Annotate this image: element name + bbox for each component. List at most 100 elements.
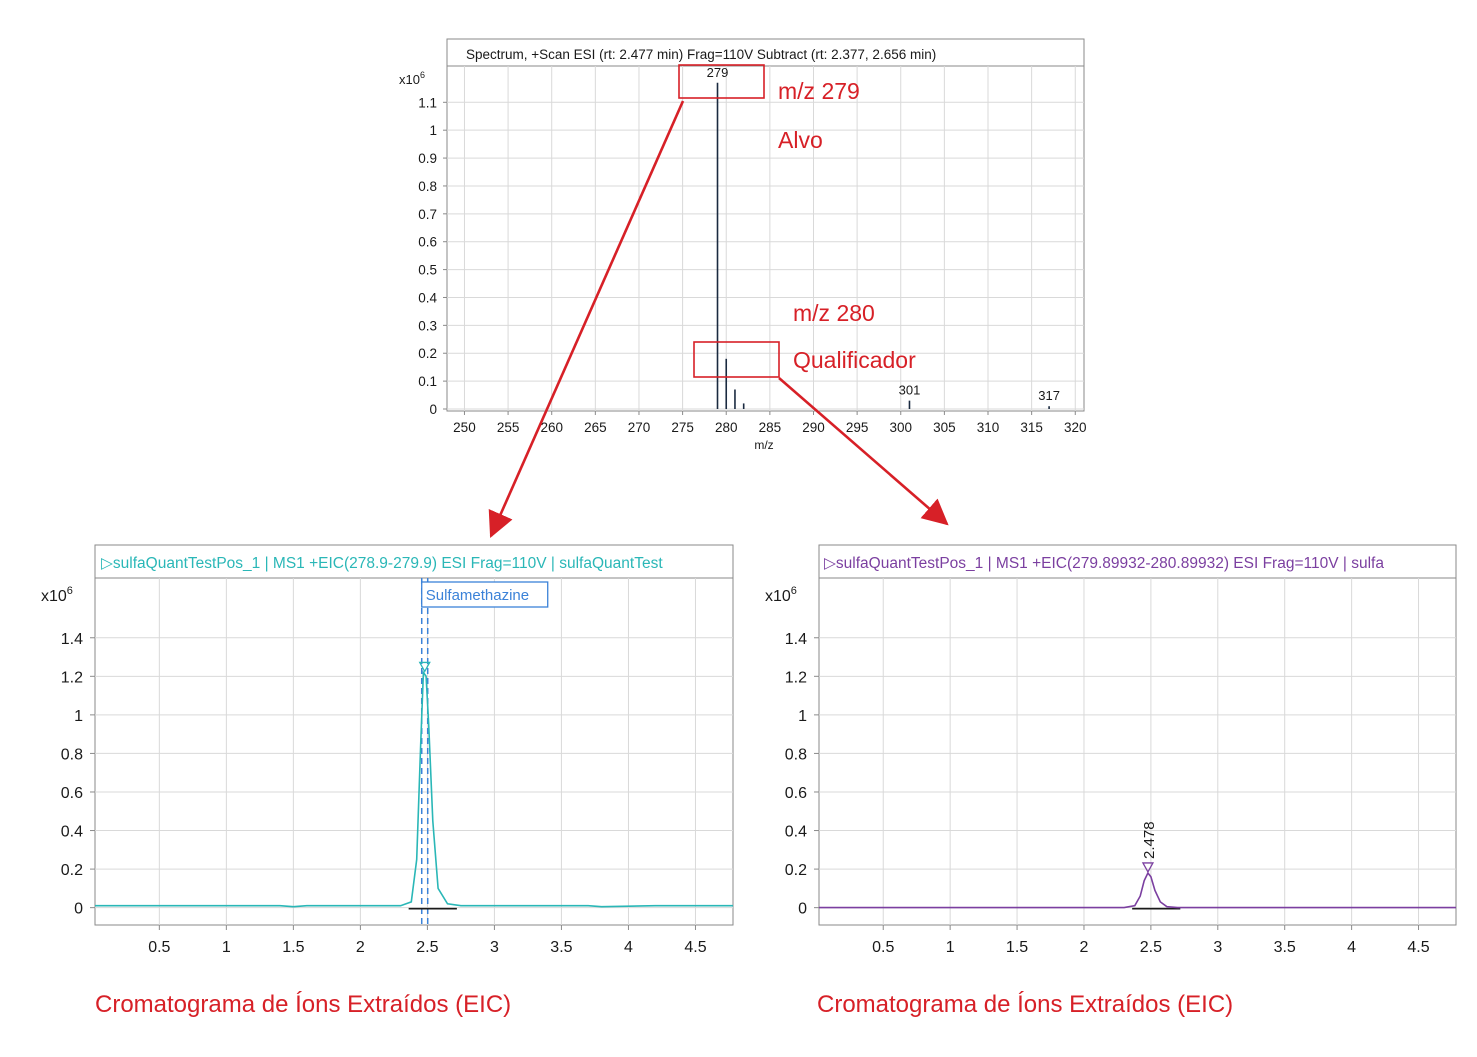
eic-qualifier-x-axis: 0.5 1 1.5 2 2.5 3 3.5 4 4.5 (872, 925, 1430, 956)
eic-qualifier-frame (818, 544, 1457, 926)
spectrum-y-tick-label: 0.8 (418, 179, 437, 194)
eic-target-x-tick-label: 1 (222, 939, 231, 956)
spectrum-y-tick-label: 0.3 (418, 318, 437, 333)
eic-target-x-tick-label: 2.5 (416, 939, 438, 956)
eic-qualifier-x-tick-label: 4 (1347, 939, 1356, 956)
spectrum-x-tick-label: 280 (715, 420, 738, 435)
eic-qualifier-x-tick-label: 0.5 (872, 939, 894, 956)
eic-target-y-tick-label: 0 (74, 901, 83, 918)
eic-qualifier-x-tick-label: 2.5 (1140, 939, 1162, 956)
eic-target-trace-line (95, 670, 733, 908)
eic-qualifier-x-tick-label: 1 (946, 939, 955, 956)
eic-target-rt-marker: Sulfamethazine (420, 578, 549, 925)
spectrum-y-tick-label: 0.2 (418, 346, 437, 361)
eic-target-y-tick-label: 0.4 (61, 824, 83, 841)
spectrum-y-tick-label: 0.6 (418, 235, 437, 250)
eic-target-apex-marker (418, 661, 431, 673)
eic-qualifier-x-tick-label: 3 (1213, 939, 1222, 956)
spectrum-peaks: 279 301 317 (707, 65, 1060, 409)
eic-qualifier-y-axis: 0 0.2 0.4 0.6 0.8 1 1.2 1.4 (785, 631, 819, 918)
arrow-to-right-eic (778, 377, 949, 526)
spectrum-frame (446, 38, 1085, 412)
spectrum-x-tick-label: 275 (671, 420, 694, 435)
eic-target-y-tick-label: 1.2 (61, 669, 83, 686)
eic-target-y-tick-label: 0.6 (61, 785, 83, 802)
spectrum-x-tick-label: 260 (540, 420, 563, 435)
eic-qualifier-caption: Cromatograma de Íons Extraídos (EIC) (817, 991, 1233, 1018)
target-ion-label: m/z 279 (778, 78, 860, 104)
eic-qualifier-y-tick-label: 0.4 (785, 824, 807, 841)
eic-qualifier-y-tick-label: 1 (798, 708, 807, 725)
target-role-label: Alvo (778, 127, 823, 153)
eic-target-y-axis: 0 0.2 0.4 0.6 0.8 1 1.2 1.4 (61, 631, 95, 918)
spectrum-y-tick-label: 0.4 (418, 290, 437, 305)
spectrum-annotations: m/z 279 Alvo m/z 280 Qualificador (488, 64, 949, 538)
spectrum-x-tick-label: 270 (628, 420, 651, 435)
eic-target-x-tick-label: 2 (356, 939, 365, 956)
eic-target-x-tick-label: 0.5 (148, 939, 170, 956)
qualifier-role-label: Qualificador (793, 347, 916, 373)
eic-target-x-tick-label: 3.5 (550, 939, 572, 956)
eic-qualifier-x-tick-label: 4.5 (1407, 939, 1429, 956)
spectrum-x-tick-label: 295 (846, 420, 869, 435)
spectrum-x-tick-label: 300 (889, 420, 912, 435)
spectrum-peak-label: 301 (899, 383, 921, 398)
spectrum-y-axis: 0 0.1 0.2 0.3 0.4 0.5 0.6 0.7 0.8 0.9 1 1.1 (418, 95, 447, 417)
spectrum-title: Spectrum, +Scan ESI (rt: 2.477 min) Frag… (466, 47, 936, 62)
eic-target-compound-label-box (421, 581, 549, 608)
eic-qualifier-y-tick-label: 0.2 (785, 862, 807, 879)
spectrum-y-tick-label: 1 (429, 123, 437, 138)
spectrum-x-tick-label: 250 (453, 420, 476, 435)
spectrum-y-tick-label: 0.1 (418, 374, 437, 389)
eic-target-x-tick-label: 3 (490, 939, 499, 956)
eic-qualifier-trace (819, 862, 1456, 910)
eic-qualifier-y-multiplier: x106 (765, 585, 797, 605)
eic-target-gridlines (95, 578, 733, 925)
eic-target-trace (95, 661, 733, 910)
eic-target-x-tick-label: 4 (624, 939, 633, 956)
spectrum-y-tick-label: 0.9 (418, 151, 437, 166)
eic-target-y-tick-label: 1 (74, 708, 83, 725)
spectrum-y-multiplier: x106 (399, 70, 425, 87)
arrow-to-left-eic (488, 100, 685, 538)
spectrum-y-tick-label: 0 (429, 402, 437, 417)
eic-qualifier-x-tick-label: 2 (1080, 939, 1089, 956)
spectrum-x-tick-label: 310 (977, 420, 1000, 435)
spectrum-x-axis: 250 255 260 265 270 275 280 285 290 295 300 305 310 3… (453, 411, 1087, 435)
eic-qualifier-title: ▷sulfaQuantTestPos_1 | MS1 +EIC(279.8993… (824, 555, 1384, 572)
target-ion-box (678, 64, 765, 99)
spectrum-peak-label: 279 (707, 65, 729, 80)
spectrum-y-tick-label: 0.7 (418, 207, 437, 222)
eic-target-caption: Cromatograma de Íons Extraídos (EIC) (95, 991, 511, 1018)
eic-qualifier-y-tick-label: 0.8 (785, 746, 807, 763)
spectrum-x-tick-label: 255 (497, 420, 520, 435)
eic-qualifier-rt-marker: 2.478 (1141, 821, 1158, 859)
eic-target-x-axis: 0.5 1 1.5 2 2.5 3 3.5 4 4.5 (148, 925, 707, 956)
eic-qualifier-gridlines (819, 578, 1456, 925)
eic-qualifier-x-tick-label: 1.5 (1006, 939, 1028, 956)
eic-target-y-tick-label: 1.4 (61, 631, 83, 648)
spectrum-x-axis-label: m/z (754, 438, 773, 452)
eic-target-panel: ▷sulfaQuantTestPos_1 | MS1 +EIC(278.9-27… (41, 544, 734, 956)
spectrum-x-tick-label: 305 (933, 420, 956, 435)
eic-target-x-tick-label: 1.5 (282, 939, 304, 956)
eic-target-frame (94, 544, 734, 926)
spectrum-panel: Spectrum, +Scan ESI (rt: 2.477 min) Frag… (399, 38, 1087, 452)
eic-target-y-multiplier: x106 (41, 585, 73, 605)
eic-qualifier-trace-line (819, 871, 1456, 909)
eic-qualifier-panel: ▷sulfaQuantTestPos_1 | MS1 +EIC(279.8993… (765, 544, 1457, 956)
eic-qualifier-y-tick-label: 0.6 (785, 785, 807, 802)
spectrum-y-tick-label: 0.5 (418, 263, 437, 278)
eic-target-y-tick-label: 0.8 (61, 746, 83, 763)
eic-qualifier-y-tick-label: 1.4 (785, 631, 807, 648)
eic-qualifier-rt-label: 2.478 (1141, 821, 1158, 859)
eic-target-title: ▷sulfaQuantTestPos_1 | MS1 +EIC(278.9-27… (101, 555, 663, 572)
qualifier-ion-label: m/z 280 (793, 300, 875, 326)
spectrum-x-tick-label: 285 (759, 420, 782, 435)
eic-target-compound-label: Sulfamethazine (426, 587, 529, 604)
spectrum-x-tick-label: 290 (802, 420, 825, 435)
eic-target-x-tick-label: 4.5 (684, 939, 706, 956)
eic-target-y-tick-label: 0.2 (61, 862, 83, 879)
eic-qualifier-apex-marker (1141, 862, 1155, 874)
